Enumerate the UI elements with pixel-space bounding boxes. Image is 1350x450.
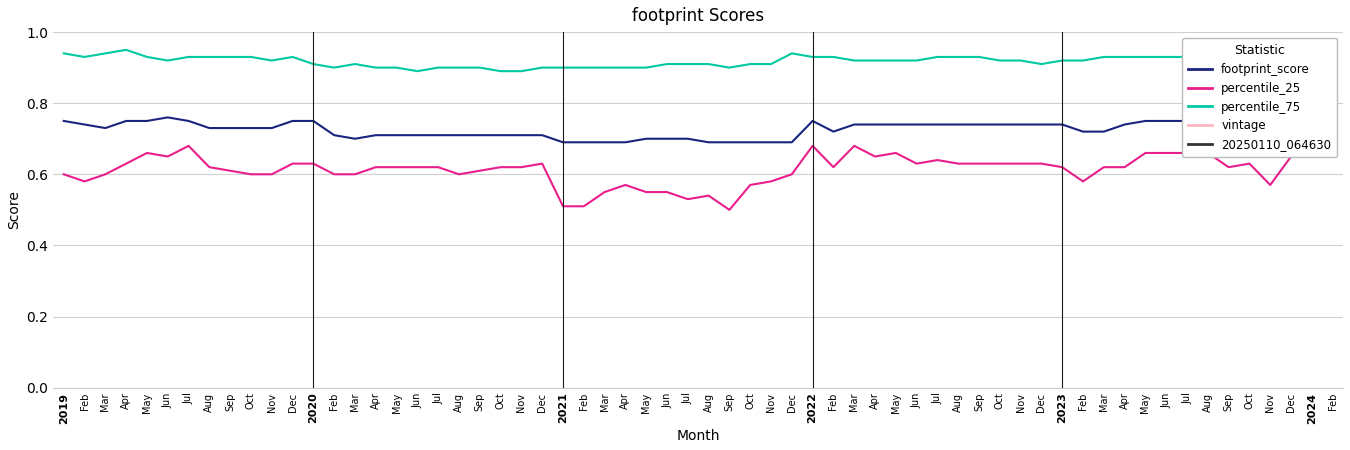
Y-axis label: Score: Score — [7, 190, 22, 230]
Legend: footprint_score, percentile_25, percentile_75, vintage, 20250110_064630: footprint_score, percentile_25, percenti… — [1183, 38, 1336, 157]
X-axis label: Month: Month — [676, 429, 720, 443]
Title: footprint Scores: footprint Scores — [632, 7, 764, 25]
